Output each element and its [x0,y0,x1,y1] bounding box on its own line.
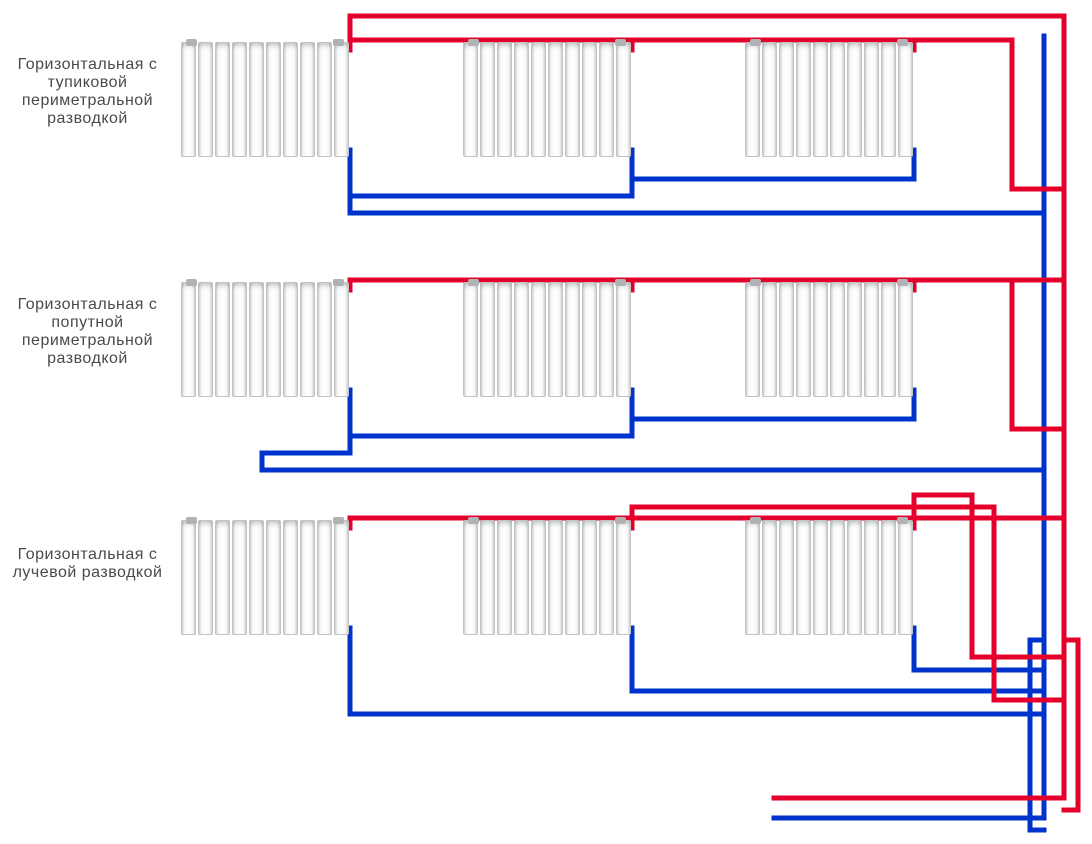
radiator [462,42,632,157]
diagram-canvas: Горизонтальная с тупиковой периметрально… [0,0,1092,844]
radiator [180,282,350,397]
radiator [180,42,350,157]
radiator [462,282,632,397]
radiator [744,42,914,157]
radiator [462,520,632,635]
radiator [744,520,914,635]
radiator [180,520,350,635]
return-pipes [262,36,1044,830]
radiator [744,282,914,397]
